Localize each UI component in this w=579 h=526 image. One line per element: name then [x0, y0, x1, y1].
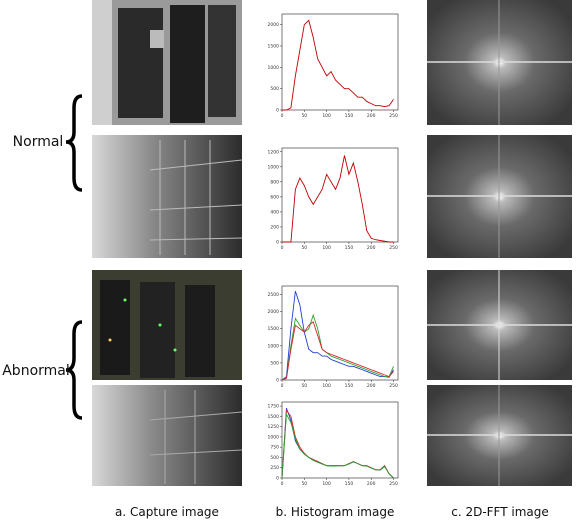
- y-tick-label: 1200: [268, 149, 280, 155]
- capture-image: [92, 385, 243, 486]
- y-tick-label: 0: [276, 108, 279, 114]
- y-tick-label: 250: [270, 465, 279, 471]
- row-label: Normal: [13, 134, 64, 150]
- x-tick-label: 150: [345, 383, 354, 389]
- y-tick-label: 1000: [268, 65, 280, 71]
- histogram-line: [282, 19, 394, 111]
- x-tick-label: 250: [389, 245, 398, 251]
- y-tick-label: 1500: [268, 414, 280, 420]
- y-tick-label: 400: [270, 209, 279, 215]
- x-tick-label: 200: [367, 113, 376, 119]
- x-tick-label: 50: [301, 245, 307, 251]
- capture-image: [92, 135, 243, 258]
- y-tick-label: 2000: [268, 309, 280, 315]
- plot-frame: [281, 401, 399, 479]
- y-tick-label: 600: [270, 194, 279, 200]
- histogram-line: [281, 290, 394, 381]
- x-tick-label: 0: [281, 481, 284, 487]
- x-tick-label: 0: [281, 383, 284, 389]
- x-tick-label: 150: [345, 481, 354, 487]
- y-tick-label: 200: [270, 224, 279, 230]
- plot-frame: [281, 285, 399, 381]
- y-tick-label: 500: [270, 455, 279, 461]
- x-tick-label: 50: [301, 113, 307, 119]
- capture-image: [92, 270, 242, 380]
- y-tick-label: 1500: [268, 44, 280, 50]
- x-tick-label: 200: [367, 383, 376, 389]
- x-tick-label: 250: [389, 113, 398, 119]
- y-tick-label: 0: [276, 240, 279, 246]
- y-tick-label: 0: [276, 476, 279, 482]
- y-tick-label: 0: [276, 378, 279, 384]
- plot-frame: [281, 147, 399, 243]
- x-tick-label: 200: [367, 245, 376, 251]
- y-tick-label: 1750: [268, 404, 280, 410]
- x-tick-label: 50: [301, 383, 307, 389]
- caption: c. 2D-FFT image: [451, 505, 549, 519]
- y-tick-label: 2500: [268, 292, 280, 298]
- x-tick-label: 0: [281, 113, 284, 119]
- brace: [65, 94, 83, 192]
- fft-image: [427, 0, 572, 486]
- histogram-line: [281, 321, 394, 381]
- capture-image: [92, 0, 242, 125]
- histogram-line: [281, 412, 394, 479]
- x-tick-label: 100: [322, 113, 331, 119]
- plot-frame: [281, 13, 399, 111]
- y-tick-label: 500: [270, 86, 279, 92]
- x-tick-label: 100: [322, 245, 331, 251]
- y-tick-label: 1000: [268, 434, 280, 440]
- x-tick-label: 250: [389, 481, 398, 487]
- histogram-line: [282, 155, 394, 243]
- y-tick-label: 1000: [268, 343, 280, 349]
- row-label: Abnormal: [2, 363, 70, 379]
- caption: a. Capture image: [115, 505, 219, 519]
- x-tick-label: 100: [322, 383, 331, 389]
- x-tick-label: 250: [389, 383, 398, 389]
- y-tick-label: 2000: [268, 22, 280, 28]
- x-tick-label: 50: [301, 481, 307, 487]
- x-tick-label: 150: [345, 113, 354, 119]
- caption: b. Histogram image: [276, 505, 395, 519]
- y-tick-label: 1000: [268, 164, 280, 170]
- brace: [65, 320, 83, 420]
- y-tick-label: 1250: [268, 424, 280, 430]
- y-tick-label: 1500: [268, 326, 280, 332]
- x-tick-label: 150: [345, 245, 354, 251]
- y-tick-label: 800: [270, 179, 279, 185]
- x-tick-label: 200: [367, 481, 376, 487]
- histogram-line: [281, 313, 394, 381]
- y-tick-label: 500: [270, 360, 279, 366]
- y-tick-label: 750: [270, 445, 279, 451]
- x-tick-label: 0: [281, 245, 284, 251]
- x-tick-label: 100: [322, 481, 331, 487]
